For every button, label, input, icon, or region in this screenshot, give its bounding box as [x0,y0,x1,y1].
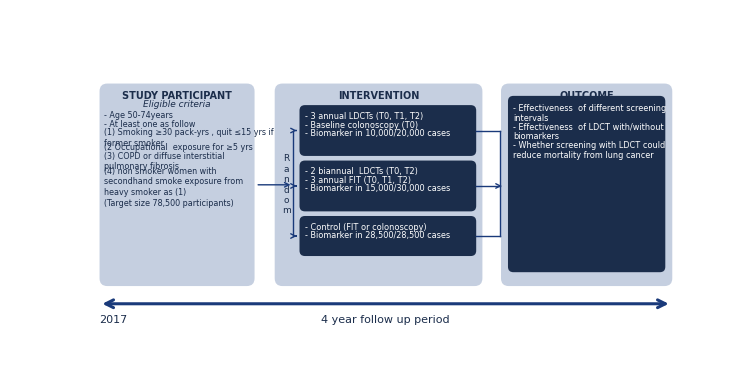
FancyBboxPatch shape [508,96,666,272]
Text: (2 Occupational  exposure for ≥5 yrs: (2 Occupational exposure for ≥5 yrs [104,143,253,152]
Text: - 2 biannual  LDCTs (T0, T2): - 2 biannual LDCTs (T0, T2) [305,168,418,176]
Text: - Biomarker in 15,000/30,000 cases: - Biomarker in 15,000/30,000 cases [305,184,450,193]
Text: (4) non smoker women with
secondhand smoke exposure from
heavy smoker as (1): (4) non smoker women with secondhand smo… [104,167,243,197]
Text: Eligible criteria: Eligible criteria [143,100,211,110]
FancyBboxPatch shape [501,83,672,286]
Text: OUTCOME: OUTCOME [559,91,614,101]
Text: - Biomarker in 10,000/20,000 cases: - Biomarker in 10,000/20,000 cases [305,129,450,138]
FancyBboxPatch shape [99,83,255,286]
Text: - Control (FIT or colonoscopy): - Control (FIT or colonoscopy) [305,223,426,232]
Text: (1) Smoking ≥30 pack-yrs , quit ≤15 yrs if
former smoker: (1) Smoking ≥30 pack-yrs , quit ≤15 yrs … [104,128,274,148]
FancyBboxPatch shape [300,161,476,211]
Text: - 3 annual FIT (T0, T1, T2): - 3 annual FIT (T0, T1, T2) [305,176,411,185]
FancyBboxPatch shape [300,216,476,256]
Text: - Age 50-74years: - Age 50-74years [104,111,173,120]
Text: R
a
n
d
o
m: R a n d o m [282,154,291,215]
Text: - Whether screening with LDCT could
reduce mortality from lung cancer: - Whether screening with LDCT could redu… [514,141,666,160]
Text: - At least one as follow: - At least one as follow [104,120,196,129]
Text: - Baseline colonoscopy (T0): - Baseline colonoscopy (T0) [305,121,418,130]
Text: 2017: 2017 [99,314,128,325]
FancyBboxPatch shape [275,83,483,286]
Text: (Target size 78,500 participants): (Target size 78,500 participants) [104,188,234,208]
FancyBboxPatch shape [300,105,476,156]
Text: STUDY PARTICIPANT: STUDY PARTICIPANT [122,91,232,101]
Text: - Effectiveness  of different screening
intervals: - Effectiveness of different screening i… [514,104,666,123]
Text: - Effectiveness  of LDCT with/without
biomarkers: - Effectiveness of LDCT with/without bio… [514,122,664,141]
Text: INTERVENTION: INTERVENTION [338,91,419,101]
Text: - Biomarker in 28,500/28,500 cases: - Biomarker in 28,500/28,500 cases [305,231,450,240]
Text: - 3 annual LDCTs (T0, T1, T2): - 3 annual LDCTs (T0, T1, T2) [305,112,423,121]
Text: 4 year follow up period: 4 year follow up period [322,314,450,325]
Text: (3) COPD or diffuse interstitial
pulmonary fibrosis: (3) COPD or diffuse interstitial pulmona… [104,152,224,171]
